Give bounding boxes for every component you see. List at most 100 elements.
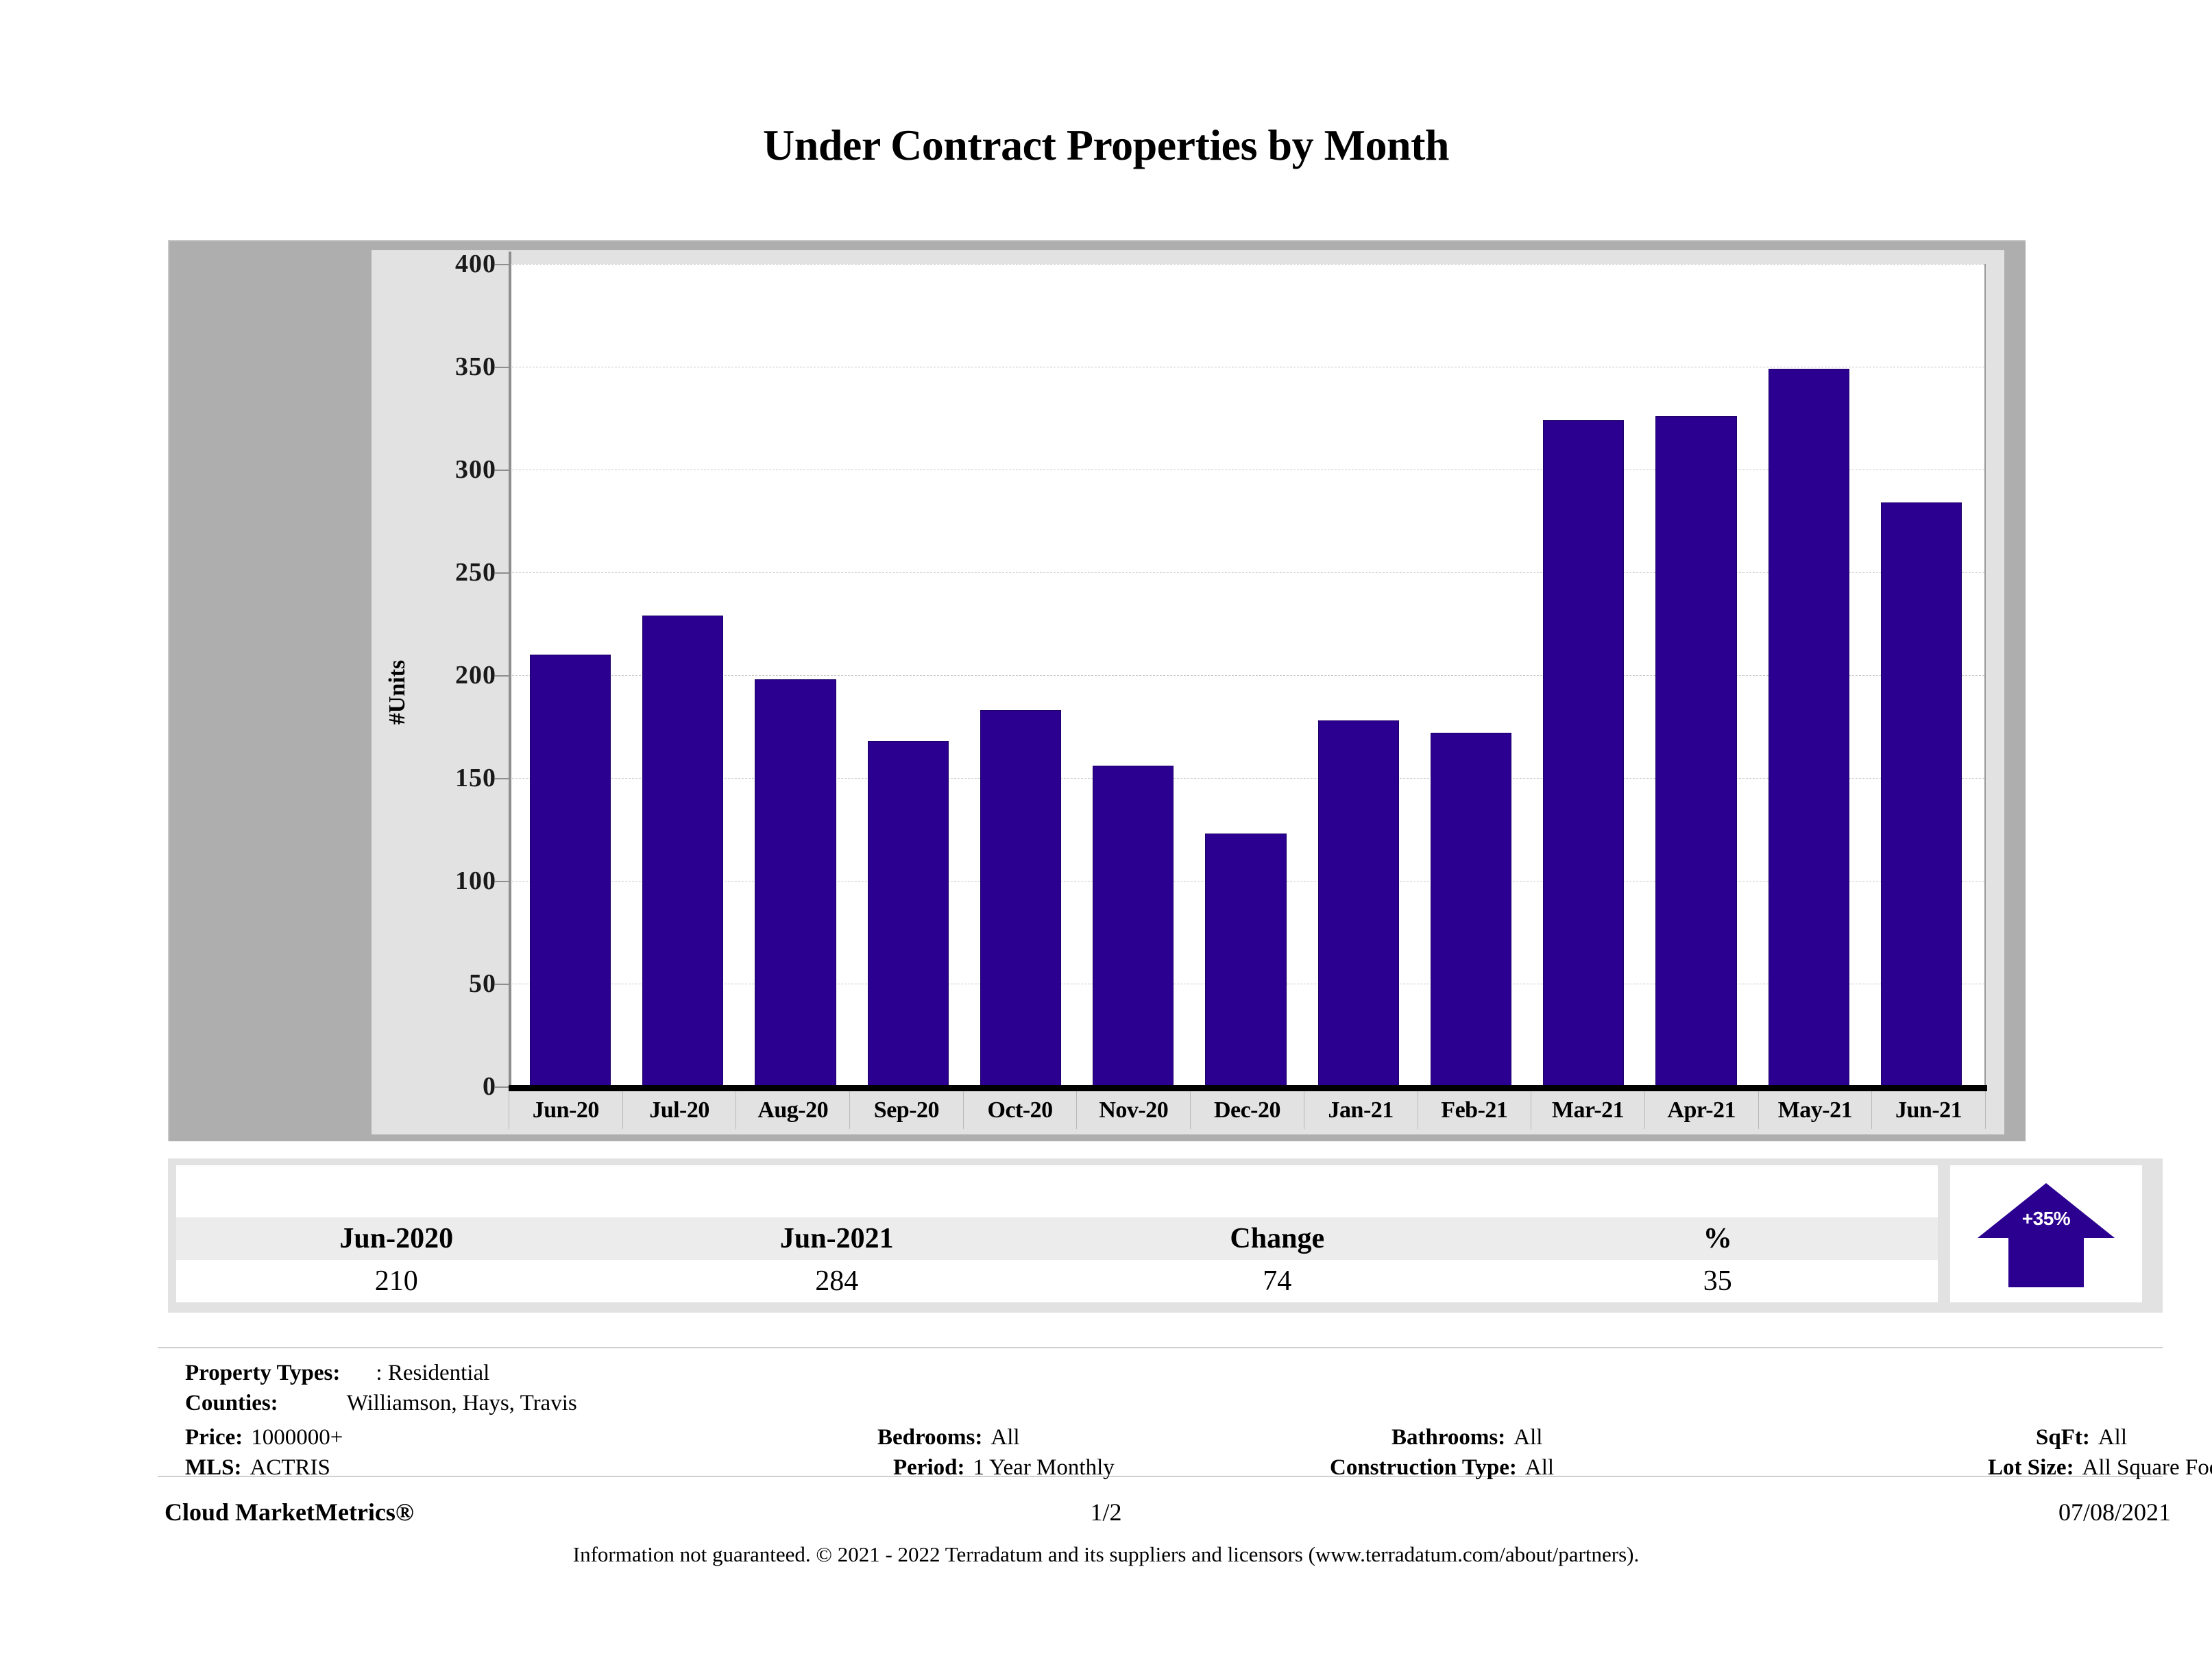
y-axis-tick-label: 200 (455, 661, 496, 690)
bar-Sep-20 (867, 741, 949, 1086)
y-axis-tick (495, 984, 509, 985)
bar-slot (1640, 264, 1752, 1086)
up-arrow-icon (1978, 1182, 2115, 1287)
x-axis-tick-label: Apr-21 (1644, 1091, 1758, 1129)
bar-slot (1865, 264, 1978, 1086)
criteria-lot-size-value: All Square Footage (2082, 1455, 2212, 1480)
criteria-period-value: 1 Year Monthly (973, 1455, 1115, 1480)
criteria-property-types-label: Property Types: (185, 1361, 341, 1385)
y-axis-title: #Units (385, 659, 410, 725)
x-axis-tick-label: May-21 (1758, 1091, 1872, 1129)
criteria-panel: Property Types: : Residential Counties: Wi… (158, 1347, 2212, 1480)
criteria-mls-value: ACTRIS (250, 1455, 330, 1480)
criteria-period-label: Period: (893, 1455, 965, 1480)
gridline (509, 470, 1984, 471)
criteria-construction-type-value: All (1524, 1455, 1555, 1480)
criteria-counties: Counties: Williamson, Hays, Travis (185, 1391, 577, 1416)
x-axis-tick-label: Jun-20 (509, 1091, 622, 1129)
chart-frame: #Units 0 50 100 150 200 250 300 350 400 Jun-20 Ju… (168, 240, 2026, 1141)
y-axis-tick-label: 400 (455, 250, 496, 278)
criteria-property-types: Property Types: : Residential (185, 1361, 489, 1386)
footer-disclaimer: Information not guaranteed. © 2021 - 202… (572, 1542, 1640, 1566)
summary-value-row: 210 284 74 35 (176, 1260, 1938, 1302)
criteria-period: Period: 1 Year Monthly (893, 1455, 1115, 1481)
criteria-bathrooms: Bathrooms: All (1391, 1425, 1542, 1450)
x-axis-tick-label: Aug-20 (736, 1091, 849, 1129)
y-axis-line (509, 252, 511, 1093)
footer-date: 07/08/2021 (2058, 1498, 2171, 1526)
criteria-sqft: SqFt: All (2036, 1425, 2127, 1450)
summary-spacer (176, 1165, 1938, 1217)
criteria-sqft-value: All (2098, 1425, 2128, 1450)
criteria-price-value: 1000000+ (251, 1425, 343, 1450)
gridline (509, 367, 1984, 368)
criteria-bedrooms-label: Bedrooms: (877, 1425, 983, 1450)
y-axis-tick-label: 300 (455, 455, 496, 484)
plot-area (495, 264, 1986, 1088)
y-axis-tick (495, 264, 509, 265)
bar-Aug-20 (755, 679, 836, 1086)
bar-Apr-21 (1655, 416, 1737, 1086)
criteria-price: Price: 1000000+ (185, 1425, 343, 1450)
summary-value-cell: 210 (374, 1265, 418, 1297)
bar-series (514, 264, 1978, 1086)
y-axis-tick (495, 1086, 509, 1088)
footer-page-number: 1/2 (1090, 1498, 1122, 1526)
criteria-bathrooms-value: All (1514, 1425, 1543, 1450)
criteria-lot-size: Lot Size: All Square Footage (1988, 1455, 2212, 1481)
bar-slot (514, 264, 627, 1086)
footer: Cloud MarketMetrics® 1/2 07/08/2021 (0, 1498, 2212, 1532)
summary-value-cell: 74 (1263, 1265, 1292, 1297)
x-axis-tick-label: Sep-20 (849, 1091, 963, 1129)
criteria-counties-label: Counties: (185, 1391, 278, 1415)
criteria-price-label: Price: (185, 1425, 243, 1450)
criteria-mls: MLS: ACTRIS (185, 1455, 330, 1481)
y-axis-tick-label: 150 (455, 764, 496, 792)
criteria-construction-type-label: Construction Type: (1330, 1455, 1517, 1480)
y-axis-tick-labels: 0 50 100 150 200 250 300 350 400 (433, 250, 496, 1101)
x-axis-tick-label: Dec-20 (1190, 1091, 1304, 1129)
bar-slot (1302, 264, 1415, 1086)
bar-slot (627, 264, 739, 1086)
y-axis-tick (495, 572, 509, 574)
bar-Dec-20 (1205, 834, 1287, 1086)
x-axis-line (509, 1085, 1987, 1091)
bar-Oct-20 (980, 710, 1062, 1086)
gridline (509, 675, 1984, 677)
criteria-property-types-value: : Residential (376, 1361, 490, 1385)
change-badge: +35% (1950, 1165, 2142, 1302)
y-axis-tick (495, 675, 509, 677)
bar-slot (739, 264, 851, 1086)
bar-Jun-21 (1880, 502, 1962, 1086)
bar-Nov-20 (1093, 766, 1174, 1086)
bar-slot (852, 264, 964, 1086)
summary-header-cell: % (1703, 1223, 1732, 1254)
x-axis-tick-label: Mar-21 (1531, 1091, 1644, 1129)
y-axis-tick (495, 470, 509, 471)
chart-panel: #Units 0 50 100 150 200 250 300 350 400 Jun-20 Ju… (372, 250, 2004, 1134)
criteria-construction-type: Construction Type: All (1330, 1455, 1554, 1481)
bar-Jul-20 (642, 616, 724, 1086)
bar-Jan-21 (1317, 720, 1399, 1086)
x-axis-tick-label: Nov-20 (1076, 1091, 1190, 1129)
x-axis-tick-label: Feb-21 (1417, 1091, 1531, 1129)
bar-slot (1527, 264, 1640, 1086)
change-badge-label: +35% (2021, 1208, 2071, 1229)
criteria-bedrooms: Bedrooms: All (877, 1425, 1020, 1450)
criteria-bedrooms-value: All (990, 1425, 1020, 1450)
gridline (509, 778, 1984, 779)
y-axis-tick-label: 100 (455, 866, 496, 895)
bar-slot (964, 264, 1077, 1086)
y-axis-tick-label: 0 (483, 1072, 496, 1101)
y-axis-tick (495, 367, 509, 368)
gridline (509, 572, 1984, 574)
summary-header-cell: Jun-2020 (339, 1223, 454, 1254)
bar-slot (1415, 264, 1527, 1086)
footer-brand: Cloud MarketMetrics® (165, 1498, 414, 1526)
criteria-lot-size-label: Lot Size: (1988, 1455, 2074, 1480)
plot-area-wrapper (495, 252, 1987, 1093)
bar-slot (1753, 264, 1865, 1086)
summary-header-row: Jun-2020 Jun-2021 Change% (176, 1217, 1938, 1260)
y-axis-tick-label: 250 (455, 558, 496, 587)
bar-May-21 (1768, 369, 1849, 1086)
